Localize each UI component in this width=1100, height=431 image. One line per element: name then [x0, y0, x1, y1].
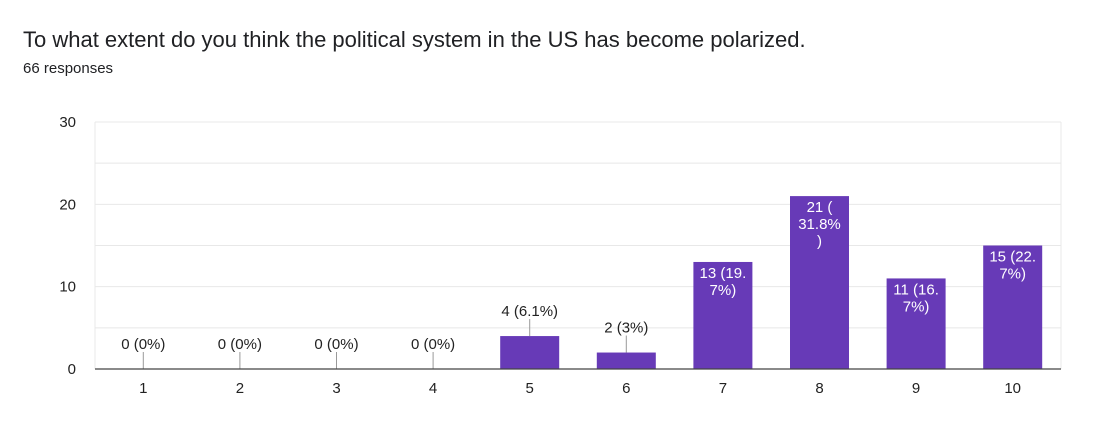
data-label: 0 (0%): [314, 336, 358, 353]
bar: [983, 245, 1043, 369]
data-label: ): [817, 233, 822, 250]
bar: [500, 336, 560, 369]
x-tick-label: 10: [1004, 380, 1021, 397]
x-tick-label: 3: [332, 380, 340, 397]
y-tick-label: 0: [68, 361, 76, 378]
y-tick-label: 10: [59, 279, 76, 296]
data-label: 2 (3%): [604, 320, 648, 337]
data-label: 31.8%: [798, 216, 841, 233]
x-tick-label: 8: [815, 380, 823, 397]
bar: [886, 278, 946, 369]
data-label: 0 (0%): [121, 336, 165, 353]
data-label: 4 (6.1%): [501, 303, 558, 320]
chart-title: To what extent do you think the politica…: [23, 27, 806, 52]
y-tick-label: 20: [59, 196, 76, 213]
x-tick-label: 9: [912, 380, 920, 397]
data-label: 7%): [710, 282, 737, 299]
data-label: 0 (0%): [218, 336, 262, 353]
x-tick-label: 7: [719, 380, 727, 397]
data-label: 0 (0%): [411, 336, 455, 353]
data-label: 21 (: [807, 199, 833, 216]
data-label: 11 (16.: [893, 281, 939, 298]
data-label: 13 (19.: [700, 265, 747, 282]
data-label: 7%): [903, 298, 930, 315]
bar: [693, 261, 753, 369]
x-tick-label: 2: [236, 380, 244, 397]
x-tick-label: 6: [622, 380, 630, 397]
x-tick-label: 4: [429, 380, 437, 397]
x-tick-label: 1: [139, 380, 147, 397]
bar: [790, 196, 849, 369]
data-label: 7%): [999, 266, 1026, 283]
x-tick-label: 5: [526, 380, 534, 397]
response-count: 66 responses: [23, 60, 114, 77]
bar: [596, 352, 656, 369]
data-label: 15 (22.: [989, 249, 1036, 266]
y-tick-label: 30: [59, 114, 76, 131]
